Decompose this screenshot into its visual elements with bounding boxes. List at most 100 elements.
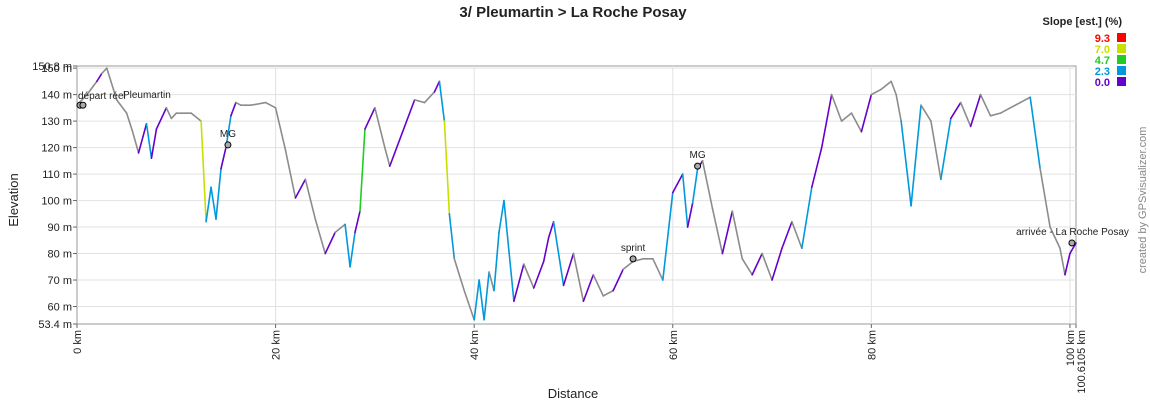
profile-segment (131, 130, 140, 154)
profile-segment (498, 199, 505, 234)
profile-segment (488, 271, 495, 292)
profile-segment (513, 263, 525, 303)
legend-entry-label: 4.7 (1095, 55, 1110, 67)
profile-segment (1039, 167, 1051, 228)
x-tick-label: 40 km (469, 330, 481, 360)
profile-segment (1049, 226, 1061, 250)
y-tick-label: 70 m (48, 275, 72, 287)
y-tick-label: 120 m (41, 143, 72, 155)
waypoint-marker (224, 141, 232, 149)
profile-segment (969, 93, 982, 128)
profile-segment (930, 120, 942, 181)
profile-segment (230, 101, 237, 117)
profile-segment (850, 112, 863, 133)
profile-segment (1064, 252, 1071, 276)
profile-segment (314, 218, 327, 255)
profile-segment (220, 146, 227, 170)
profile-segment (895, 93, 902, 122)
profile-segment (582, 273, 595, 303)
profile-segment (145, 122, 153, 159)
profile-segment (115, 99, 128, 114)
profile-segment (721, 210, 734, 255)
profile-segment (101, 67, 108, 75)
profile-segment (810, 146, 823, 189)
profile-segment (403, 99, 416, 128)
x-tick-label: 20 km (271, 330, 283, 360)
profile-segment (463, 289, 475, 321)
profile-segment (532, 260, 545, 289)
profile-segment (324, 231, 336, 255)
profile-segment (840, 112, 853, 122)
profile-segment (890, 80, 897, 96)
profile-segment (264, 101, 277, 109)
y-axis-title: Elevation (6, 173, 21, 226)
legend-entry-label: 2.3 (1095, 66, 1110, 78)
profile-segment (344, 223, 351, 268)
profile-segment (711, 207, 724, 255)
profile-segment (438, 80, 446, 122)
profile-segment (388, 152, 396, 167)
chart-title: 3/ Pleumartin > La Roche Posay (459, 4, 687, 21)
profile-segment (691, 167, 699, 205)
profile-segment (662, 191, 674, 281)
y-tick-label: 60 m (48, 302, 72, 314)
waypoint-label: MG (220, 129, 236, 140)
profile-segment (170, 112, 178, 120)
profile-segment (751, 252, 763, 276)
waypoint-label: Pleumartin (123, 90, 171, 101)
profile-segment (920, 104, 932, 122)
profile-segment (910, 104, 922, 207)
profile-segment (384, 146, 391, 167)
y-tick-label: 100 m (41, 196, 72, 208)
legend-swatch (1117, 44, 1126, 53)
profile-segment (443, 120, 451, 215)
profile-segment (1029, 96, 1041, 170)
profile-segment (602, 289, 614, 297)
waypoint-marker (1068, 239, 1076, 247)
plot-area (76, 65, 1077, 325)
y-tick-label: 53.4 m (38, 319, 72, 331)
slope-legend: Slope [est.] (%) 9.37.04.72.30.0 (1043, 16, 1126, 89)
legend-swatch (1117, 77, 1126, 86)
profile-segment (274, 107, 287, 152)
y-tick-label: 150 m (41, 63, 72, 75)
legend-swatch (1117, 33, 1126, 42)
profile-segment (137, 122, 148, 154)
profile-segment (989, 112, 1002, 117)
profile-segment (949, 101, 962, 120)
profile-segment (483, 271, 490, 321)
profile-segment (1019, 96, 1032, 104)
profile-segment (801, 186, 813, 250)
profile-segment (572, 252, 585, 303)
profile-segment (622, 260, 634, 271)
profile-segment (453, 258, 466, 292)
profile-segment (354, 210, 361, 234)
profile-segment (210, 186, 217, 220)
profile-segment (473, 279, 480, 321)
profile-segment (249, 101, 267, 107)
profile-segment (741, 258, 753, 276)
x-tick-label: 0 km (72, 330, 84, 354)
profile-segment (165, 107, 173, 120)
profile-segment (503, 199, 515, 303)
y-tick-label: 140 m (41, 90, 72, 102)
profile-segment (1009, 101, 1022, 109)
y-tick-label: 80 m (48, 249, 72, 261)
waypoint-marker (79, 101, 87, 109)
profile-segment (235, 101, 242, 107)
waypoint-marker (694, 162, 702, 170)
profile-segment (592, 273, 605, 297)
profile-segment (349, 231, 356, 268)
profile-segment (731, 210, 744, 260)
profile-segment (552, 220, 565, 287)
profile-segment (433, 80, 441, 93)
profile-segment (1059, 247, 1066, 276)
profile-segment (652, 258, 664, 281)
legend-swatch (1117, 66, 1126, 75)
y-tick-label: 110 m (42, 169, 72, 181)
profile-segment (791, 220, 803, 250)
waypoint-label: départ réel (78, 91, 126, 102)
profile-segment (493, 231, 500, 292)
